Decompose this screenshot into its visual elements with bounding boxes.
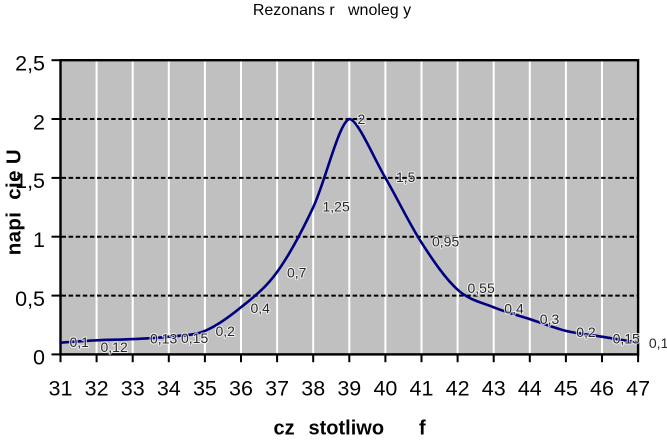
svg-text:36: 36 (229, 377, 253, 401)
svg-text:0,15: 0,15 (181, 330, 208, 346)
svg-text:32: 32 (85, 377, 109, 401)
svg-text:45: 45 (554, 377, 578, 401)
svg-text:37: 37 (265, 377, 289, 401)
svg-text:38: 38 (301, 377, 325, 401)
svg-text:0,55: 0,55 (468, 280, 495, 296)
svg-text:40: 40 (373, 377, 397, 401)
svg-text:46: 46 (590, 377, 614, 401)
svg-text:2: 2 (358, 111, 366, 127)
svg-text:0,12: 0,12 (101, 339, 128, 355)
svg-text:31: 31 (49, 377, 73, 401)
svg-text:47: 47 (626, 377, 650, 401)
svg-text:41: 41 (410, 377, 434, 401)
svg-text:napi cie U: napi cie U (3, 149, 26, 255)
svg-text:1,25: 1,25 (323, 199, 350, 215)
svg-text:1: 1 (33, 228, 45, 252)
svg-text:39: 39 (337, 377, 361, 401)
svg-text:2: 2 (33, 110, 45, 134)
svg-text:0,1: 0,1 (649, 335, 667, 351)
svg-text:35: 35 (193, 377, 217, 401)
svg-text:0: 0 (33, 346, 45, 370)
svg-text:0,5: 0,5 (15, 287, 45, 311)
svg-text:33: 33 (121, 377, 145, 401)
svg-text:0,4: 0,4 (251, 300, 271, 316)
svg-text:1,5: 1,5 (396, 169, 416, 185)
svg-text:34: 34 (157, 377, 181, 401)
svg-text:0,13: 0,13 (150, 331, 177, 347)
svg-text:0,4: 0,4 (504, 301, 524, 317)
svg-text:0,95: 0,95 (432, 234, 459, 250)
svg-text:44: 44 (518, 377, 542, 401)
svg-text:cz: cz (274, 418, 295, 440)
svg-text:0,1: 0,1 (70, 334, 90, 350)
svg-text:43: 43 (482, 377, 506, 401)
svg-text:stotliwo: stotliwo (309, 418, 385, 440)
svg-text:0,3: 0,3 (540, 311, 560, 327)
svg-text:0,7: 0,7 (287, 264, 307, 280)
svg-text:1,5: 1,5 (15, 169, 45, 193)
svg-text:f: f (419, 418, 426, 440)
svg-text:0,15: 0,15 (613, 331, 640, 347)
svg-text:42: 42 (446, 377, 470, 401)
svg-text:Rezonans r wnoleg y: Rezonans r wnoleg y (253, 2, 411, 19)
svg-text:0,2: 0,2 (576, 324, 596, 340)
svg-text:0,2: 0,2 (216, 323, 236, 339)
svg-text:2,5: 2,5 (15, 52, 45, 76)
